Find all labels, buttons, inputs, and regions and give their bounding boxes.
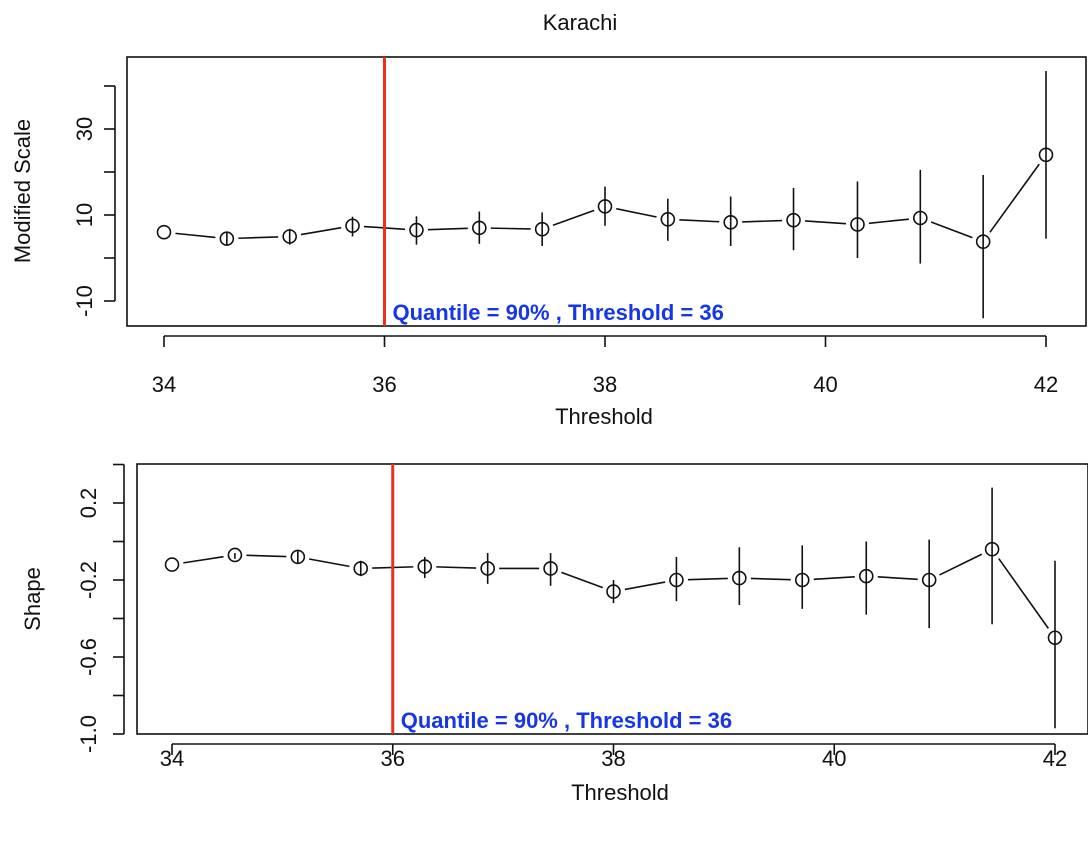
series-segment	[490, 227, 531, 230]
series-segment	[804, 220, 847, 225]
data-point	[723, 215, 738, 230]
series-segment	[246, 554, 287, 558]
panel-1: Karachi 34 36 38 40 42 Threshold -10 10 30 Modifie…	[10, 10, 1087, 429]
data-point	[534, 221, 550, 237]
series-segment	[679, 219, 720, 223]
series-segment	[930, 221, 973, 239]
data-point	[156, 224, 172, 240]
y-tick-label: -1.0	[76, 715, 101, 753]
series-segment	[436, 566, 477, 569]
threshold-annotation: Quantile = 90% , Threshold = 36	[393, 300, 724, 325]
y-axis-title: Modified Scale	[10, 119, 35, 263]
data-point	[850, 217, 865, 232]
series-segment	[308, 558, 350, 568]
y-axis-title: Shape	[20, 567, 45, 631]
data-point	[1038, 147, 1054, 163]
x-tick-label: 34	[160, 746, 184, 771]
series-segment	[616, 207, 657, 218]
series-segment	[238, 236, 279, 240]
x-tick-label: 38	[593, 372, 617, 397]
series-segment	[624, 581, 666, 591]
data-point	[669, 572, 684, 588]
data-point	[921, 572, 937, 588]
x-tick-label: 34	[152, 372, 176, 397]
data-point	[606, 584, 621, 599]
data-point	[732, 570, 747, 586]
threshold-annotation: Quantile = 90% , Threshold = 36	[401, 708, 732, 733]
panel-2: 34 36 38 40 42 Threshold -1.0 -0.6 -0.2 0.2 Shape Q…	[20, 463, 1088, 805]
y-tick-label: -0.6	[76, 638, 101, 676]
data-point	[660, 212, 676, 227]
data-point	[282, 229, 297, 244]
y-tick-label: -0.2	[76, 561, 101, 599]
x-tick-label: 40	[822, 746, 846, 771]
x-tick-label: 36	[372, 372, 396, 397]
y-tick-label: -10	[72, 285, 97, 317]
x-axis-title: Threshold	[555, 404, 653, 429]
data-point	[975, 234, 991, 249]
plot-frame	[136, 463, 1088, 735]
series-segment	[813, 576, 855, 581]
y-tick-label: 0.2	[76, 488, 101, 519]
series-segment	[687, 577, 728, 581]
data-point	[858, 568, 874, 584]
series-segment	[989, 163, 1040, 233]
data-point	[472, 220, 487, 236]
series-segment	[300, 226, 342, 236]
x-tick-label: 38	[601, 746, 625, 771]
series-segment	[427, 227, 468, 231]
data-point	[597, 199, 613, 214]
series-segment	[877, 576, 918, 581]
y-tick-label: 10	[72, 203, 97, 227]
data-point	[480, 561, 495, 576]
data-point	[794, 572, 810, 588]
data-point	[353, 561, 369, 576]
data-point	[164, 557, 180, 572]
data-point	[409, 222, 424, 238]
x-axis-title: Threshold	[571, 780, 669, 805]
x-tick-label: 40	[813, 372, 837, 397]
series-segment	[750, 577, 791, 581]
series-segment	[175, 232, 216, 239]
series-segment	[868, 218, 909, 225]
data-point	[984, 541, 1000, 557]
series-segment	[742, 219, 783, 223]
data-point	[1047, 630, 1063, 646]
x-tick-label: 42	[1043, 746, 1067, 771]
data-point	[290, 549, 306, 565]
series-segment	[183, 555, 224, 564]
chart-title: Karachi	[543, 10, 618, 35]
series-segment	[552, 209, 595, 227]
data-point	[227, 547, 243, 563]
data-point	[345, 218, 360, 234]
data-point	[417, 559, 433, 574]
data-point	[913, 210, 928, 226]
x-tick-label: 36	[381, 746, 405, 771]
series-segment	[561, 571, 603, 589]
x-tick-label: 42	[1034, 372, 1058, 397]
data-point	[543, 561, 558, 576]
data-point	[219, 231, 235, 246]
plot-frame	[126, 56, 1087, 327]
series-segment	[939, 553, 983, 576]
y-tick-label: 30	[72, 117, 97, 141]
series-segment	[998, 558, 1049, 629]
data-point	[786, 212, 801, 228]
